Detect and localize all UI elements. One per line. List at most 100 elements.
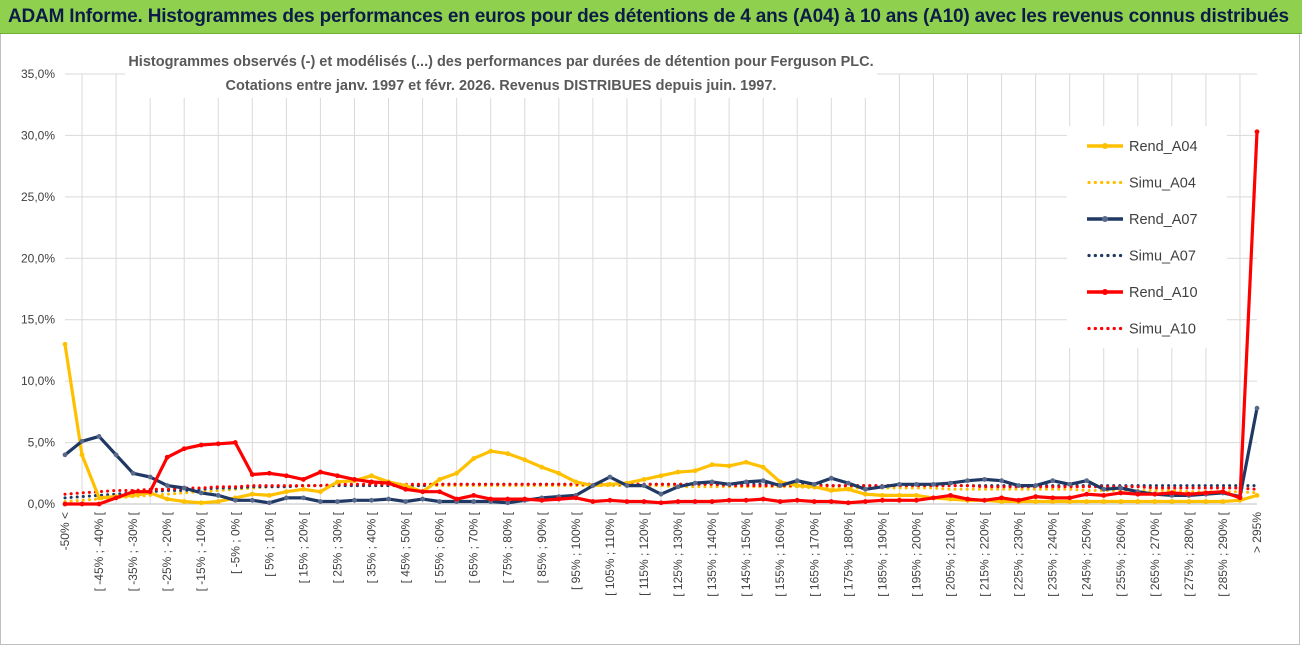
- data-point-Rend_A10: [249, 472, 255, 477]
- data-point-Rend_A04: [760, 464, 766, 470]
- data-point-Rend_A10: [352, 477, 357, 482]
- data-point-Rend_A10: [1084, 491, 1090, 497]
- data-point-Rend_A07: [811, 481, 817, 487]
- data-point-Rend_A07: [1118, 485, 1124, 491]
- data-point-Rend_A04: [79, 452, 85, 458]
- x-tick-label: [ 25% ; 30% [: [330, 511, 344, 583]
- x-tick-label: [ 195% ; 200% [: [909, 511, 923, 596]
- x-tick-label: [ -15% ; -10% [: [194, 511, 208, 591]
- data-point-Rend_A07: [692, 480, 698, 486]
- x-tick-label: [ 255% ; 260% [: [1114, 511, 1128, 596]
- y-tick-label: 5,0%: [28, 436, 56, 450]
- data-point-Rend_A04: [743, 459, 749, 465]
- data-point-Rend_A10: [590, 499, 596, 504]
- data-point-Rend_A04: [164, 496, 170, 502]
- data-point-Rend_A10: [1135, 491, 1141, 497]
- data-point-Rend_A04: [862, 491, 868, 497]
- data-point-Rend_A04: [1169, 499, 1175, 504]
- data-point-Rend_A10: [301, 477, 306, 482]
- data-point-Rend_A10: [62, 501, 68, 507]
- data-point-Rend_A07: [1050, 478, 1056, 484]
- data-point-Rend_A07: [1067, 481, 1073, 487]
- data-point-Rend_A04: [879, 493, 885, 498]
- data-point-Rend_A10: [948, 493, 953, 498]
- data-point-Rend_A07: [164, 483, 170, 488]
- x-tick-label: [ 75% ; 80% [: [501, 511, 515, 583]
- data-point-Rend_A07: [897, 481, 902, 487]
- data-point-Rend_A04: [437, 477, 443, 482]
- data-point-Rend_A10: [675, 499, 681, 504]
- data-point-Rend_A07: [879, 484, 885, 490]
- data-point-Rend_A07: [437, 499, 443, 504]
- data-point-Rend_A04: [471, 456, 477, 461]
- x-tick-label: [ 5% ; 10% [: [262, 511, 276, 576]
- data-point-Rend_A04: [454, 470, 460, 476]
- data-point-Rend_A07: [403, 499, 408, 504]
- x-tick-label: [ 35% ; 40% [: [365, 511, 379, 583]
- x-tick-label: [ 275% ; 280% [: [1182, 511, 1196, 596]
- legend-background: [1067, 126, 1227, 348]
- data-point-Rend_A07: [709, 479, 715, 485]
- data-point-Rend_A10: [522, 496, 528, 502]
- data-point-Rend_A07: [726, 481, 732, 487]
- data-point-Rend_A04: [794, 483, 800, 488]
- data-point-Rend_A04: [1118, 499, 1124, 504]
- x-tick-label: [ 235% ; 240% [: [1046, 511, 1060, 596]
- chart-title-line: Cotations entre janv. 1997 et févr. 2026…: [226, 78, 777, 94]
- legend-label-Rend_A10: Rend_A10: [1129, 285, 1198, 301]
- data-point-Rend_A07: [658, 491, 664, 497]
- data-point-Rend_A07: [1254, 405, 1260, 411]
- data-point-Rend_A04: [692, 468, 698, 474]
- data-point-Rend_A07: [335, 499, 340, 504]
- data-point-Rend_A07: [675, 484, 681, 490]
- data-point-Rend_A04: [130, 493, 136, 498]
- data-point-Rend_A10: [1186, 491, 1192, 497]
- x-tick-label: [ 175% ; 180% [: [841, 511, 855, 596]
- data-point-Rend_A10: [862, 499, 868, 504]
- data-point-Rend_A04: [301, 486, 306, 492]
- header-banner: ADAM Informe. Histogrammes des performan…: [0, 0, 1302, 34]
- data-point-Rend_A10: [1016, 497, 1021, 503]
- data-point-Rend_A10: [811, 499, 817, 504]
- x-tick-label: -50% <: [58, 512, 72, 550]
- legend-label-Rend_A07: Rend_A07: [1129, 212, 1198, 228]
- data-point-Rend_A10: [658, 500, 664, 506]
- data-point-Rend_A10: [369, 479, 374, 485]
- data-point-Rend_A04: [556, 470, 562, 476]
- data-point-Rend_A07: [1033, 483, 1039, 488]
- data-point-Rend_A10: [897, 497, 902, 503]
- data-point-Rend_A10: [1033, 494, 1039, 500]
- data-point-Rend_A07: [1101, 486, 1107, 492]
- x-tick-label: [ 95% ; 100% [: [569, 511, 583, 590]
- data-point-Rend_A10: [1050, 495, 1056, 501]
- data-point-Rend_A07: [590, 483, 596, 488]
- data-point-Rend_A07: [982, 477, 987, 482]
- data-point-Rend_A10: [283, 473, 289, 479]
- data-point-Rend_A04: [181, 499, 187, 504]
- data-point-Rend_A04: [1203, 499, 1209, 504]
- x-tick-label: [ 85% ; 90% [: [535, 511, 549, 583]
- data-point-Rend_A04: [403, 483, 408, 488]
- data-point-Rend_A04: [1050, 499, 1056, 504]
- data-point-Rend_A04: [335, 479, 340, 485]
- y-tick-label: 25,0%: [21, 190, 55, 204]
- x-tick-label: [ 165% ; 170% [: [807, 511, 821, 596]
- data-point-Rend_A10: [198, 442, 204, 448]
- data-point-Rend_A07: [471, 499, 477, 504]
- y-tick-label: 0,0%: [28, 497, 56, 511]
- legend-marker-Rend_A04: [1102, 143, 1108, 149]
- histogram-chart: 0,0% 5,0% 10,0% 15,0% 20,0% 25,0% 30,0% 35,0% -5…: [21, 44, 1264, 597]
- data-point-Rend_A07: [965, 478, 970, 484]
- data-point-Rend_A10: [403, 486, 408, 492]
- data-point-Rend_A10: [539, 497, 545, 503]
- data-point-Rend_A10: [1152, 491, 1158, 497]
- data-point-Rend_A07: [862, 486, 868, 492]
- data-point-Rend_A07: [198, 490, 204, 496]
- data-point-Rend_A10: [931, 495, 936, 501]
- x-tick-label: [ 65% ; 70% [: [467, 511, 481, 583]
- data-point-Rend_A10: [879, 497, 885, 503]
- data-point-Rend_A04: [1152, 499, 1158, 504]
- data-point-Rend_A07: [948, 480, 953, 486]
- data-point-Rend_A10: [79, 501, 85, 507]
- data-point-Rend_A10: [692, 499, 698, 504]
